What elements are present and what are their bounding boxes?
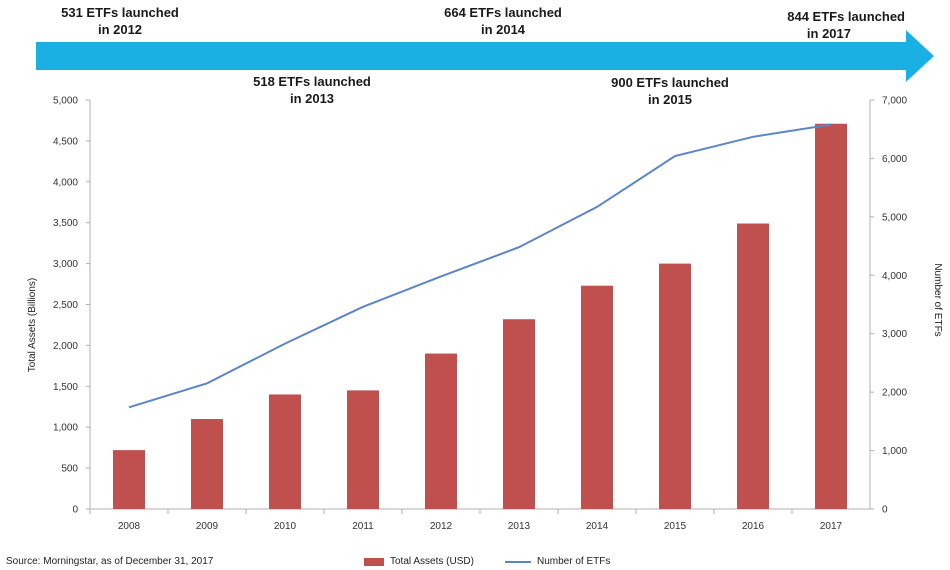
x-tick-label: 2011 (352, 521, 374, 532)
tick-labels: 0 500 1,000 1,500 2,000 2,500 3,000 3,500 4,000 4… (53, 96, 907, 533)
line-series-number-of-etfs (128, 123, 832, 409)
y-left-tick-label: 1,500 (53, 382, 78, 393)
annotation-2013: 518 ETFs launched in 2013 (253, 74, 371, 106)
bar-2013 (503, 319, 535, 509)
y-right-tick-label: 2,000 (882, 388, 907, 399)
y-left-tick-label: 5,000 (53, 96, 78, 107)
y-left-tick-label: 2,500 (53, 300, 78, 311)
x-tick-label: 2009 (196, 521, 219, 532)
bar-2011 (347, 390, 379, 509)
x-tick-label: 2016 (742, 521, 765, 532)
x-tick-label: 2010 (274, 521, 297, 532)
x-tick-label: 2014 (586, 521, 609, 532)
y-left-tick-label: 4,500 (53, 136, 78, 147)
bar-2010 (269, 394, 301, 509)
y-right-tick-label: 1,000 (882, 446, 907, 457)
y-left-tick-label: 3,500 (53, 218, 78, 229)
y-left-tick-label: 2,000 (53, 341, 78, 352)
x-tick-label: 2017 (820, 521, 843, 532)
x-tick-label: 2015 (664, 521, 687, 532)
y-left-tick-label: 3,000 (53, 259, 78, 270)
x-tick-label: 2013 (508, 521, 531, 532)
bar-2009 (191, 419, 223, 509)
y-right-tick-label: 5,000 (882, 212, 907, 223)
bar-2014 (581, 285, 613, 509)
annotation-2012: 531 ETFs launched in 2012 (61, 5, 179, 37)
legend-number-of-etfs: Number of ETFs (505, 556, 610, 567)
y-left-tick-label: 500 (61, 464, 78, 475)
bar-2015 (659, 263, 691, 509)
y-left-tick-label: 1,000 (53, 423, 78, 434)
bar-2016 (737, 223, 769, 509)
x-tick-label: 2008 (118, 521, 141, 532)
y-right-tick-label: 6,000 (882, 154, 907, 165)
legend-total-assets: Total Assets (USD) (364, 556, 474, 567)
annotation-2014: 664 ETFs launched in 2014 (444, 5, 562, 37)
y-right-tick-label: 3,000 (882, 329, 907, 340)
y-axis-left-title: Total Assets (Billions) (27, 278, 38, 372)
y-right-tick-label: 7,000 (882, 96, 907, 107)
y-axis-right-title: Number of ETFs (932, 263, 943, 336)
y-left-tick-label: 0 (72, 505, 78, 516)
x-tick-label: 2012 (430, 521, 453, 532)
annotation-2017: 844 ETFs launched in 2017 (787, 9, 905, 41)
bar-2017 (815, 123, 847, 510)
bar-2008 (113, 450, 145, 509)
y-left-tick-label: 4,000 (53, 177, 78, 188)
source-note: Source: Morningstar, as of December 31, … (6, 556, 214, 567)
legend-bar-swatch (364, 557, 384, 566)
y-right-tick-label: 0 (882, 505, 888, 516)
bar-2012 (425, 353, 457, 509)
y-right-tick-label: 4,000 (882, 271, 907, 282)
timeline-arrow (36, 30, 934, 82)
bar-series (113, 123, 847, 510)
annotation-2015: 900 ETFs launched in 2015 (611, 75, 729, 107)
legend-line-swatch (505, 560, 531, 563)
